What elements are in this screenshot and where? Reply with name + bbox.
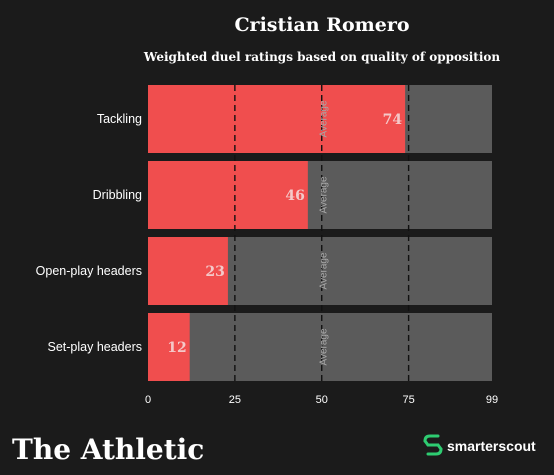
bar xyxy=(148,313,190,381)
x-axis: 0 25 50 75 99 xyxy=(145,394,498,406)
bar xyxy=(148,161,308,229)
value-label: 12 xyxy=(167,340,186,356)
x-tick-label: 50 xyxy=(316,394,328,406)
value-label: 23 xyxy=(205,264,224,280)
bar-group: Open-play headers 23 xyxy=(36,237,492,305)
smarterscout-logo-icon xyxy=(423,434,443,456)
bar-group: Tackling 74 xyxy=(97,85,492,153)
x-tick-label: 75 xyxy=(402,394,414,406)
bar xyxy=(148,85,406,153)
x-tick-label: 25 xyxy=(229,394,241,406)
category-label: Dribbling xyxy=(93,188,142,202)
smarterscout-logo: smarterscout xyxy=(423,434,536,456)
average-label: Average xyxy=(319,176,330,214)
value-label: 74 xyxy=(383,112,403,128)
bar-track xyxy=(148,313,492,381)
average-label: Average xyxy=(319,100,330,138)
bars-layer: Tackling 74 Dribbling 46 Open-play headers 23… xyxy=(36,85,492,381)
the-athletic-logo: The Athletic xyxy=(12,433,204,466)
chart-title: Cristian Romero xyxy=(234,14,409,36)
average-label: Average xyxy=(319,252,330,290)
chart-subtitle: Weighted duel ratings based on quality o… xyxy=(143,50,501,64)
smarterscout-wordmark: smarterscout xyxy=(447,438,536,454)
category-label: Open-play headers xyxy=(36,264,142,278)
category-label: Set-play headers xyxy=(47,340,142,354)
value-label: 46 xyxy=(285,188,304,204)
bar xyxy=(148,237,228,305)
category-label: Tackling xyxy=(97,112,142,126)
bar-group: Dribbling 46 xyxy=(93,161,492,229)
x-tick-label: 0 xyxy=(145,394,151,406)
bar-group: Set-play headers 12 xyxy=(47,313,492,381)
average-label: Average xyxy=(319,328,330,366)
x-tick-label: 99 xyxy=(486,394,498,406)
